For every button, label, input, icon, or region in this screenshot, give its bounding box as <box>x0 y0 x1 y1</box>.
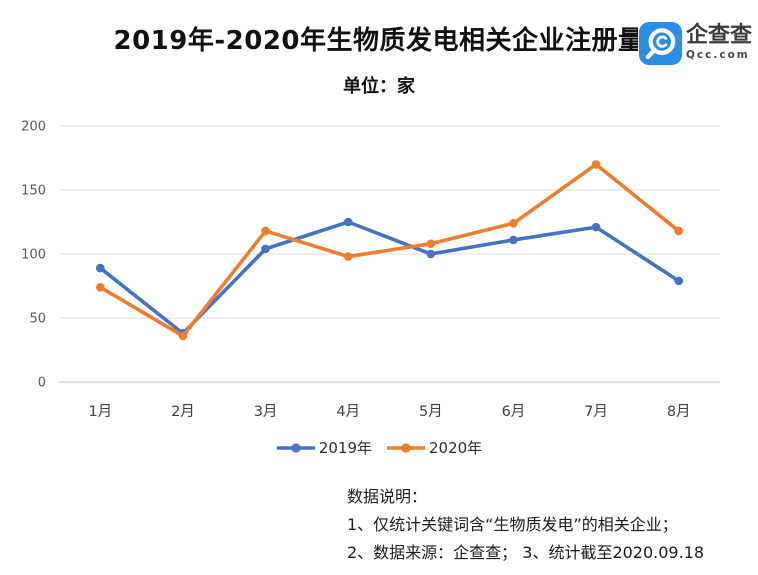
svg-text:50: 50 <box>29 312 46 327</box>
svg-text:200: 200 <box>21 120 46 135</box>
logo-domain-text: Qcc.com <box>686 49 750 61</box>
data-point-2020年-1月 <box>96 282 105 292</box>
svg-text:1月: 1月 <box>88 404 112 420</box>
qcc-logo-icon <box>638 21 683 66</box>
svg-text:150: 150 <box>21 184 46 199</box>
legend-item-2019: 2019年 <box>276 437 372 458</box>
legend-label-2020: 2020年 <box>429 439 483 457</box>
series-line-2020年 <box>98 162 681 338</box>
logo-brand-name: 企查查 <box>686 23 753 48</box>
chart-area: 0 50 100 150 200 1月 2月 3月 4月 5月 6月 7月 8月 <box>0 110 758 434</box>
line-chart: 0 50 100 150 200 1月 2月 3月 4月 5月 6月 7月 8月 <box>21 120 720 420</box>
notes-heading: 数据说明： <box>347 487 428 506</box>
data-notes: 数据说明： 1、仅统计关键词含“生物质发电”的相关企业； 2、数据来源：企查查；… <box>347 483 704 567</box>
data-point-2019年-5月 <box>426 249 436 259</box>
note-line-1: 1、仅统计关键词含“生物质发电”的相关企业； <box>347 515 678 534</box>
logo-text: 企查查 Qcc.com <box>686 21 752 62</box>
svg-text:4月: 4月 <box>336 404 360 420</box>
series-line-2019年 <box>98 220 681 336</box>
data-point-2019年-6月 <box>509 235 518 245</box>
legend-item-2020: 2020年 <box>386 437 482 458</box>
svg-text:5月: 5月 <box>419 404 443 420</box>
data-point-2020年-7月 <box>591 160 601 169</box>
data-point-2019年-4月 <box>343 217 353 227</box>
data-point-2020年-3月 <box>261 226 270 236</box>
data-point-2019年-1月 <box>96 263 105 273</box>
svg-text:0: 0 <box>38 376 46 391</box>
data-point-2020年-2月 <box>178 331 188 341</box>
data-point-2019年-7月 <box>591 222 601 232</box>
data-point-2020年-4月 <box>343 252 353 261</box>
page-title: 2019年-2020年生物质发电相关企业注册量 <box>113 26 645 56</box>
qcc-logo: 企查查 Qcc.com <box>638 21 753 66</box>
unit-label: 单位：家 <box>343 76 415 97</box>
svg-text:2月: 2月 <box>171 404 195 420</box>
legend-label-2019: 2019年 <box>318 439 372 457</box>
data-point-2019年-3月 <box>261 244 270 254</box>
svg-text:8月: 8月 <box>667 404 691 420</box>
note-line-2: 2、数据来源：企查查； 3、统计截至2020.09.18 <box>347 543 705 562</box>
data-point-2020年-6月 <box>509 218 518 228</box>
svg-text:6月: 6月 <box>502 404 526 420</box>
svg-text:7月: 7月 <box>584 404 608 420</box>
data-point-2020年-8月 <box>674 226 683 236</box>
svg-text:100: 100 <box>21 248 46 263</box>
chart-legend: 2019年 2020年 <box>0 437 758 458</box>
legend-marker-2019 <box>276 442 315 453</box>
data-point-2019年-8月 <box>674 276 683 286</box>
legend-marker-2020 <box>387 442 425 453</box>
svg-text:3月: 3月 <box>254 404 278 420</box>
data-point-2020年-5月 <box>426 239 436 249</box>
